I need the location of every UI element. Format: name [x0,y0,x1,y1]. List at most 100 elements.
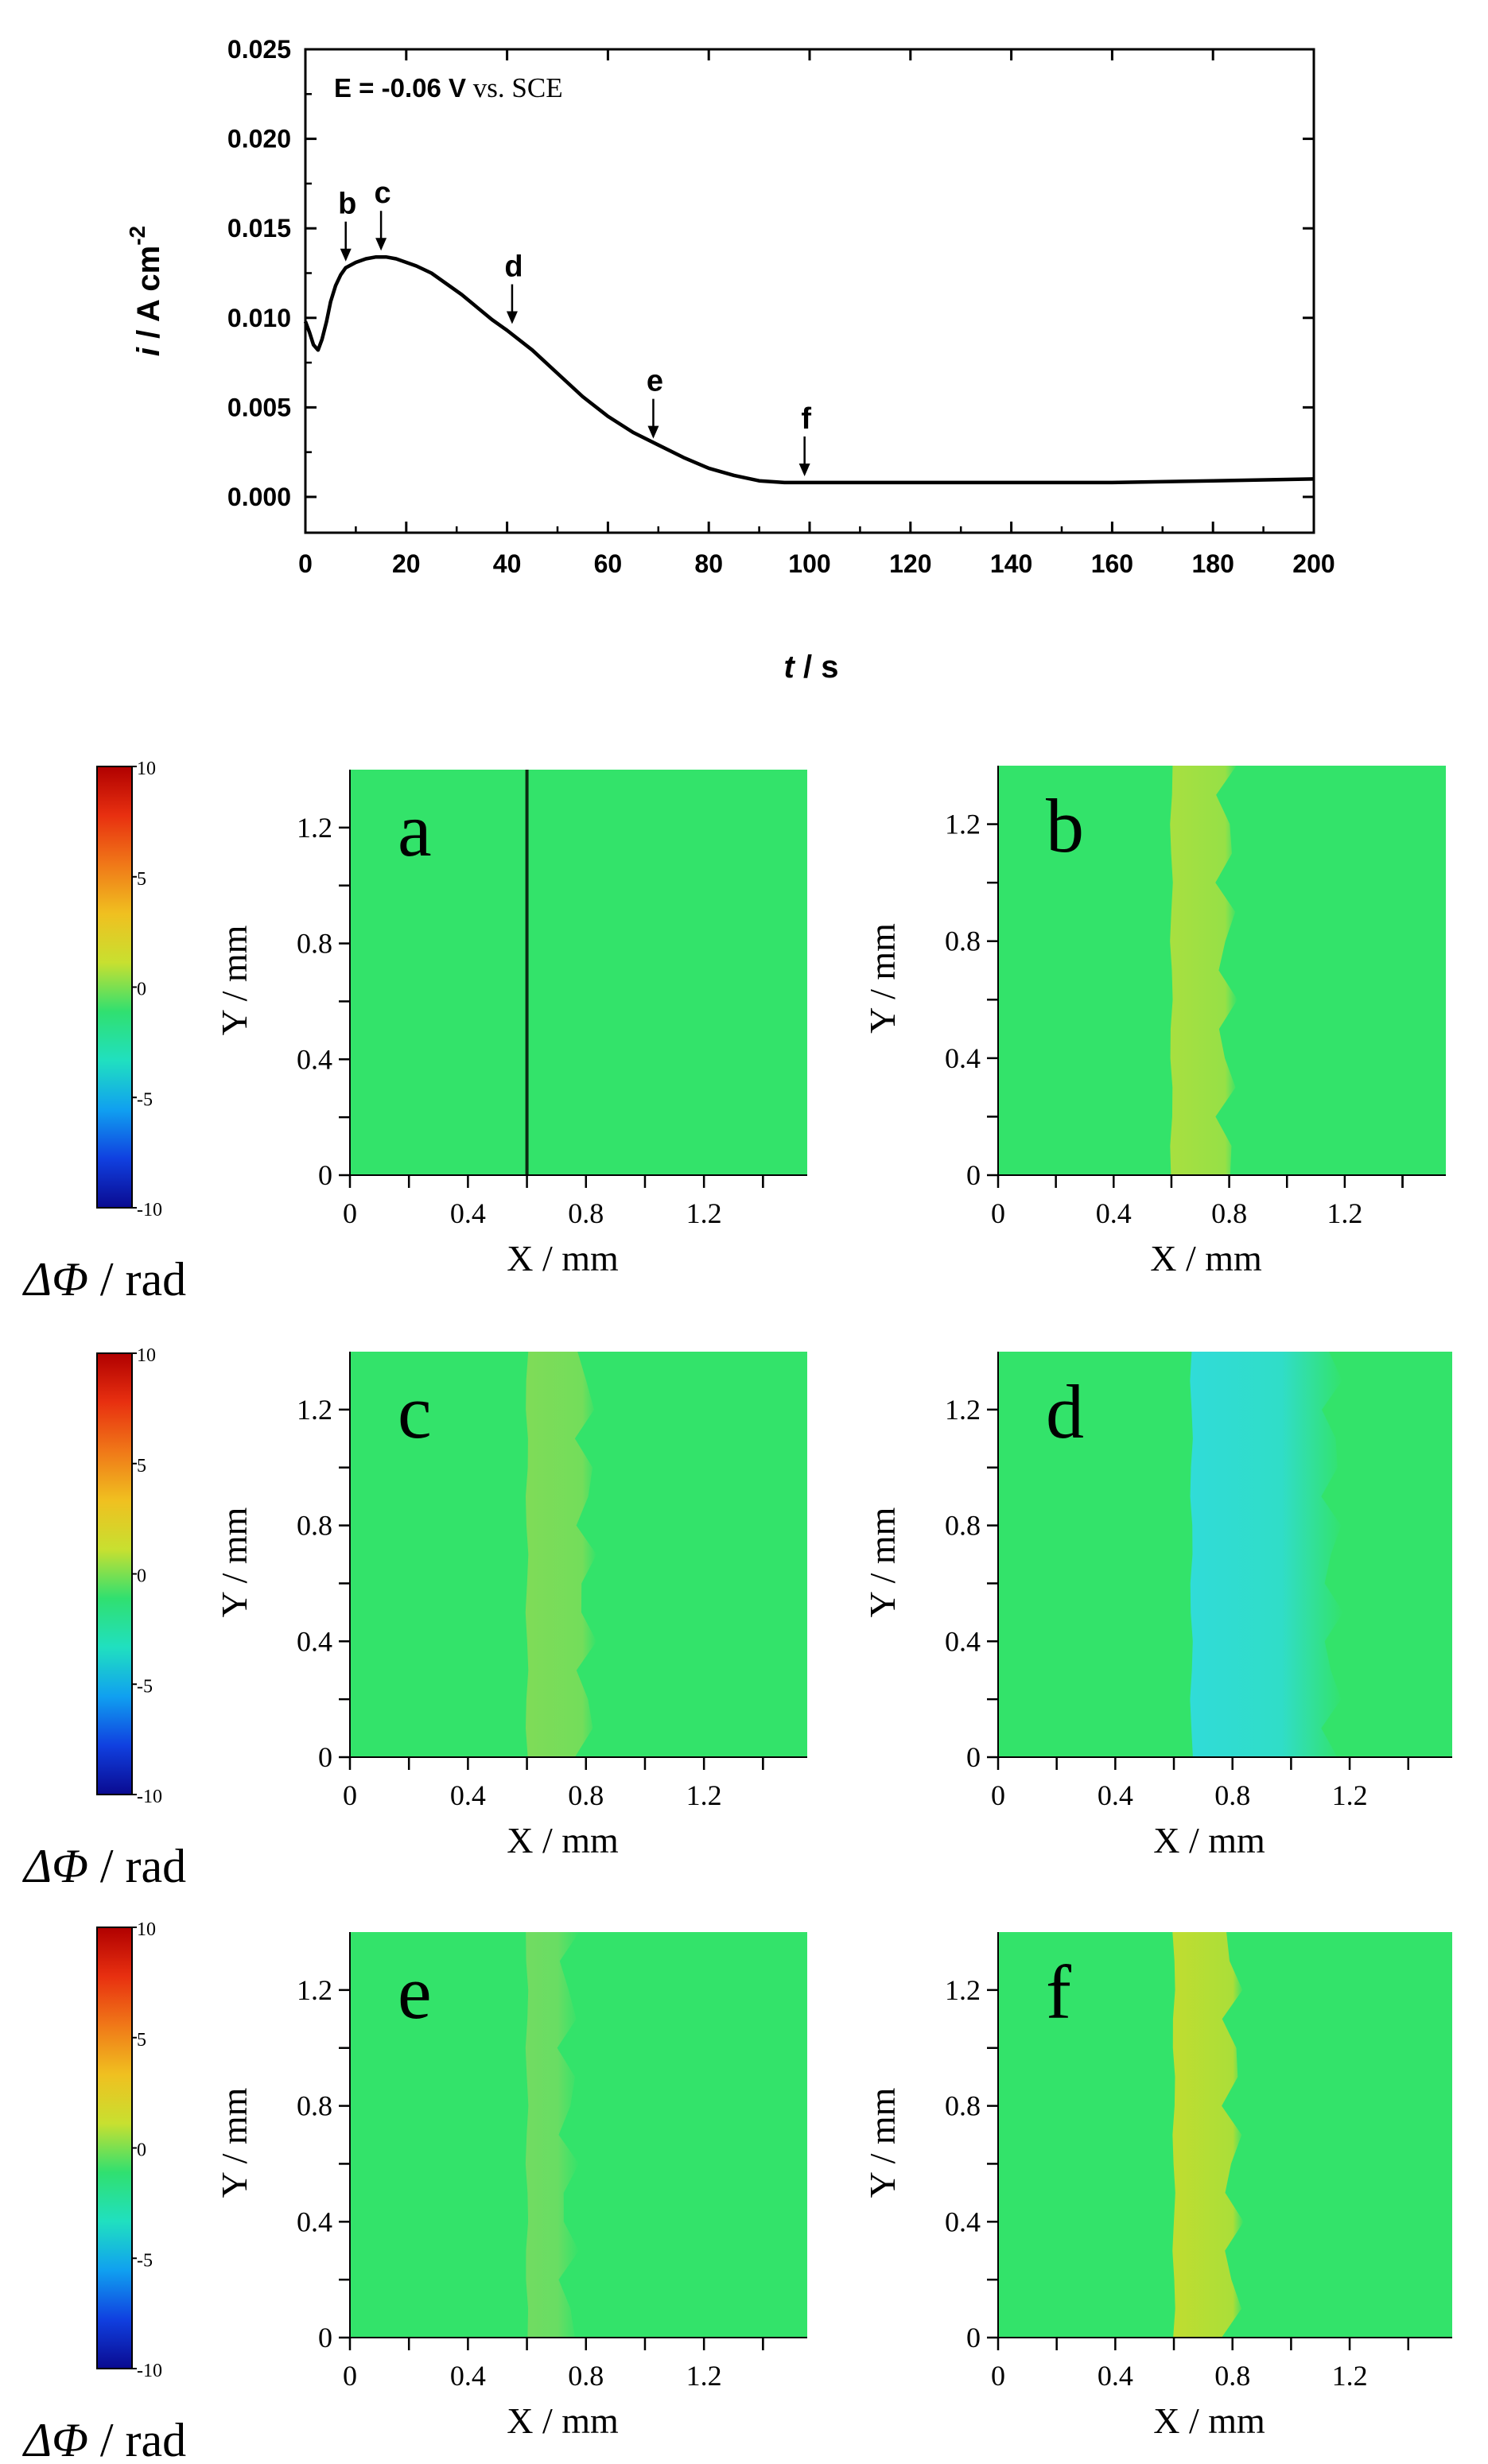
y-tick-label: 0.4 [297,1043,332,1075]
colorbar-tick-label: -5 [137,1676,153,1697]
y-tick-label: 0.4 [297,1625,332,1657]
map-background [350,1932,807,2338]
colorbar [96,1927,133,2369]
colorbar-label: ΔΦ / rad [22,1840,186,1892]
y-tick-label: 1.2 [945,1974,981,2006]
panel-label: b [1046,783,1084,868]
y-axis-ticks: 0.000 0.005 0.010 0.015 0.020 0.025 [227,35,1314,511]
colorbar-label-unit: / rad [88,1253,186,1306]
y-tick-label: 0.8 [945,1510,981,1542]
marker-label: b [338,188,356,221]
x-tick-label: 0.8 [568,2360,604,2392]
phase-map-panel-c: 0 0.4 0.8 1.2 0 0.4 0.8 1.2 X / mm Y / mm c [214,1352,807,1861]
x-tick-label: 0.4 [450,2360,486,2392]
y-tick-label: 0 [318,1159,332,1191]
phase-map-panel-a: 0 0.4 0.8 1.2 0 0.4 0.8 1.2 X / mm Y / mm a [214,770,807,1279]
colorbar-tick-label: 10 [137,759,156,779]
annotation-potential: E = -0.06 V vs. SCE [334,72,563,103]
phase-map-panel-d: 0 0.4 0.8 1.2 0 0.4 0.8 1.2 X / mm Y / mm d [862,1352,1452,1861]
y-tick-label: 0.025 [227,35,291,64]
phase-band [525,1352,597,1757]
y-axis-label: Y / mm [214,925,254,1035]
colorbar-tick-label: -10 [137,2361,162,2381]
y-tick-label: 0.4 [945,1042,981,1074]
x-tick-label: 120 [889,549,931,578]
x-axis-label: X / mm [507,1238,619,1279]
marker-label: c [375,177,391,210]
y-tick-label: 0.4 [945,1625,981,1657]
phase-map-panel-e: 0 0.4 0.8 1.2 0 0.4 0.8 1.2 X / mm Y / mm e [214,1932,807,2441]
panel-label: e [398,1950,432,2035]
colorbar-label: ΔΦ / rad [22,2414,186,2464]
x-axis-label: X / mm [1150,1238,1262,1279]
current-transient-chart: 0 20 40 60 80 100 120 140 160 180 200 0.0000.0050.… [125,35,1335,685]
x-tick-label: 0 [298,549,313,578]
phase-band [1190,1352,1343,1757]
phase-map-panel-b: 0 0.4 0.8 1.2 0 0.4 0.8 1.2 X / mm Y / mm b [862,766,1446,1279]
y-tick-label: 0 [318,1741,332,1773]
y-axis-label: Y / mm [862,923,903,1034]
y-tick-label: 0 [966,2322,981,2353]
colorbar-label-unit: / rad [88,2414,186,2464]
x-axis-label: t / s [784,650,839,685]
y-tick-label: 0 [318,2322,332,2353]
x-tick-label: 1.2 [686,2360,722,2392]
x-axis-label: X / mm [1153,2400,1265,2441]
x-axis-label: X / mm [507,1820,619,1861]
marker-label: d [504,250,523,284]
x-tick-label: 0.8 [1211,1197,1247,1229]
colorbar-tick-label: 5 [137,2030,146,2051]
panel-label: a [398,787,432,872]
colorbar [96,766,133,1209]
colorbar-tick-label: 0 [137,2140,146,2161]
y-tick-label: 0.8 [297,2090,332,2122]
y-axis-label: Y / mm [214,1507,254,1617]
marker-arrow-head [375,238,387,251]
x-tick-label: 180 [1192,549,1234,578]
y-tick-label: 0.020 [227,125,291,153]
y-tick-label: 0 [966,1159,981,1191]
colorbar-tick-label: -10 [137,1787,162,1807]
y-axis-label: Y / mm [862,2087,903,2198]
x-axis-label: X / mm [507,2400,619,2441]
y-tick-label: 1.2 [945,809,981,840]
y-tick-label: 0.4 [945,2206,981,2237]
panel-label: f [1046,1950,1071,2035]
x-tick-label: 0.8 [1214,2360,1250,2392]
y-tick-label: 1.2 [297,1394,332,1426]
phase-maps: 0 0.4 0.8 1.2 0 0.4 0.8 1.2 X / mm Y / mm a 0 0.4 0.8… [214,766,1452,2441]
y-tick-label: 0.8 [297,928,332,960]
marker-arrow-head [506,311,518,324]
y-axis-label: i / A cm-2 [125,226,166,356]
x-tick-label: 140 [990,549,1032,578]
marker-label: f [801,402,811,436]
phase-band [1170,766,1237,1175]
y-tick-label: 1.2 [297,1974,332,2006]
colorbar-tick-label: 5 [137,869,146,890]
x-tick-label: 60 [594,549,623,578]
colorbar-label: ΔΦ / rad [22,1253,186,1306]
marker-arrow-head [798,463,810,476]
y-tick-label: 0.010 [227,304,291,332]
x-tick-label: 40 [493,549,522,578]
y-tick-label: 0.8 [945,925,981,957]
colorbar-label-symbol: ΔΦ [22,1253,88,1306]
y-tick-label: 1.2 [297,812,332,844]
x-tick-label: 80 [694,549,723,578]
colorbar-tick-label: 5 [137,1456,146,1476]
y-tick-label: 1.2 [945,1394,981,1426]
x-tick-label: 0 [991,1779,1005,1811]
x-tick-label: 0.8 [568,1779,604,1811]
colorbar-tick-label: 10 [137,1345,156,1366]
x-axis-ticks: 0 20 40 60 80 100 120 140 160 180 200 [298,49,1335,578]
x-tick-label: 0.8 [568,1197,604,1229]
y-tick-label: 0.000 [227,483,291,511]
marker-arrow-head [340,248,352,262]
colorbar-label-unit: / rad [88,1840,186,1892]
phase-band [1172,1932,1244,2338]
x-tick-label: 0 [343,1197,357,1229]
y-tick-label: 0.8 [297,1510,332,1542]
x-tick-label: 1.2 [686,1197,722,1229]
colorbar-label-symbol: ΔΦ [22,1840,88,1892]
